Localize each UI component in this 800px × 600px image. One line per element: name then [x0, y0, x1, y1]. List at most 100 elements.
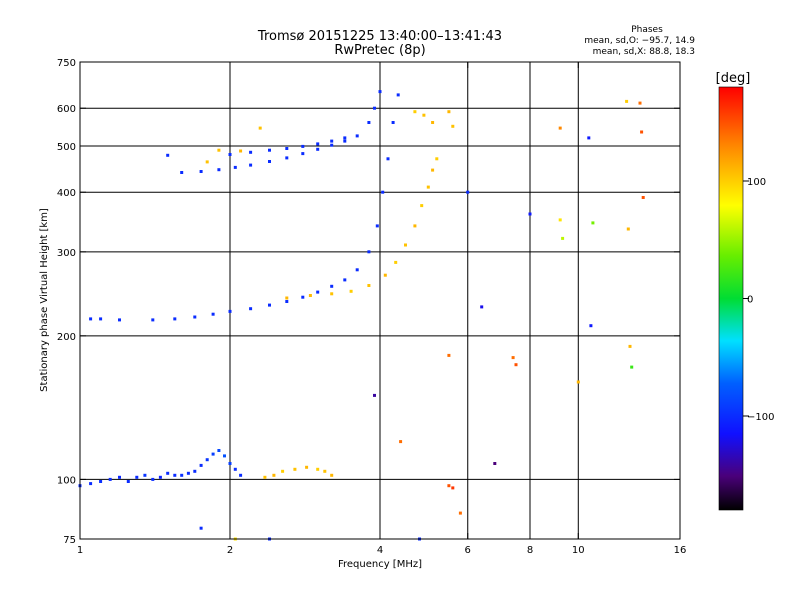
data-point [211, 452, 215, 456]
data-point [576, 380, 580, 384]
data-point [199, 463, 203, 467]
data-point [626, 227, 630, 231]
data-point [217, 168, 221, 172]
data-point [587, 136, 591, 140]
data-point [268, 148, 271, 152]
data-point [258, 126, 262, 130]
data-point [217, 148, 221, 152]
data-point [391, 121, 395, 124]
data-point [447, 353, 451, 357]
data-point [367, 250, 371, 254]
data-point [493, 462, 497, 465]
data-point [591, 221, 595, 225]
data-point [451, 486, 455, 490]
x-axis-label: Frequency [MHz] [338, 559, 422, 570]
data-point [205, 160, 209, 164]
data-point [316, 290, 320, 294]
data-point [413, 224, 417, 228]
data-point [316, 142, 320, 146]
data-point [193, 469, 197, 473]
data-point [193, 315, 197, 319]
data-point [239, 149, 243, 153]
data-point [373, 393, 376, 397]
colorbar [718, 86, 744, 511]
data-point [118, 475, 121, 479]
data-point [151, 318, 155, 322]
data-point [378, 90, 382, 94]
chart-subtitle: RwPretec (8p) [334, 43, 425, 58]
data-point [316, 147, 320, 151]
data-point [228, 153, 232, 156]
data-point [99, 317, 103, 321]
data-point [249, 307, 253, 311]
data-point [375, 224, 379, 228]
data-point [118, 318, 121, 322]
data-point [330, 473, 334, 477]
x-tick-label: 4 [377, 545, 383, 556]
chart-title: Tromsø 20151225 13:40:00–13:41:43 [257, 29, 502, 44]
data-point [199, 170, 203, 173]
data-point [447, 484, 451, 488]
data-point [323, 469, 327, 473]
data-point [135, 475, 139, 479]
data-point [249, 163, 253, 167]
y-tick-label: 600 [57, 104, 76, 115]
data-point [431, 168, 435, 172]
data-point [285, 296, 289, 300]
data-point [217, 449, 221, 452]
data-point [228, 462, 232, 465]
data-point [330, 143, 334, 147]
data-point [173, 317, 177, 321]
data-point [343, 136, 347, 140]
data-points [78, 90, 645, 541]
data-point [451, 124, 455, 128]
data-point [301, 152, 305, 156]
colorbar-tick-label: 100 [747, 177, 766, 188]
data-point [514, 363, 518, 367]
phase-note-title: Phases [631, 25, 663, 35]
data-point [420, 204, 424, 208]
data-point [381, 190, 385, 194]
data-point [268, 303, 271, 307]
data-point [285, 156, 289, 160]
data-point [285, 300, 289, 303]
data-point [205, 458, 209, 462]
data-point [330, 292, 334, 296]
data-point [355, 268, 359, 272]
data-point [166, 471, 170, 475]
data-point [480, 305, 484, 309]
data-point [404, 243, 407, 247]
axis-ticks: 1 2 4 6 8 10 16 75 100 200 300 400 500 600 750 [57, 58, 686, 556]
data-point [89, 482, 93, 486]
y-tick-label: 400 [57, 188, 76, 199]
data-point [640, 130, 644, 134]
data-point [625, 99, 629, 103]
data-point [173, 473, 177, 477]
x-tick-label: 6 [465, 545, 471, 556]
data-point [308, 294, 312, 297]
phase-note-o: mean, sd,O: −95.7, 14.9 [584, 36, 695, 46]
data-point [511, 356, 515, 360]
data-point [233, 165, 237, 169]
data-point [641, 196, 645, 199]
data-point [166, 153, 170, 157]
data-point [561, 236, 565, 240]
data-point [285, 147, 289, 150]
data-point [349, 289, 353, 293]
data-point [558, 218, 562, 222]
x-tick-label: 1 [77, 545, 83, 556]
data-point [233, 467, 237, 471]
data-point [355, 134, 359, 138]
data-point [293, 467, 297, 471]
y-tick-label: 100 [57, 475, 76, 486]
data-point [180, 473, 184, 477]
data-point [426, 185, 430, 189]
data-point [211, 312, 215, 316]
y-tick-label: 750 [57, 58, 76, 69]
data-point [108, 477, 112, 481]
data-point [343, 139, 347, 143]
data-point [301, 144, 305, 148]
colorbar-tick-label: −100 [747, 412, 774, 423]
data-point [373, 106, 376, 110]
x-tick-label: 8 [527, 545, 533, 556]
